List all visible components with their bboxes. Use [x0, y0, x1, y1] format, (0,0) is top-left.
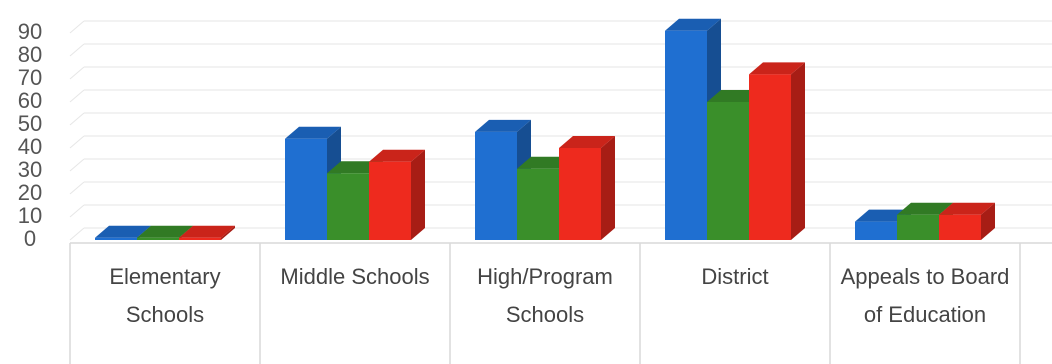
bar-front: [369, 161, 411, 240]
bar-front: [939, 214, 981, 240]
y-tick-label: 20: [18, 180, 42, 205]
bar-top: [179, 225, 235, 238]
bar-top: [939, 202, 995, 215]
bar-front: [475, 131, 517, 240]
x-tick-label: Appeals to Board of Education: [840, 264, 1010, 327]
bar: [749, 62, 805, 241]
bar-front: [327, 173, 369, 240]
y-tick-label: 60: [18, 88, 42, 113]
bar-top: [665, 18, 721, 31]
grid-line-wall: [69, 227, 85, 241]
y-tick-label: 50: [18, 111, 42, 136]
bar-front: [855, 221, 897, 240]
bar-top: [95, 225, 151, 238]
grid-line-wall: [69, 204, 85, 218]
grid-line-wall: [69, 43, 85, 57]
bar: [369, 149, 425, 240]
grid-line-wall: [69, 135, 85, 149]
grid-line-wall: [69, 89, 85, 103]
bar-top: [137, 225, 193, 238]
grid-line-wall: [69, 66, 85, 80]
x-tick-label: Elementary Schools: [109, 264, 221, 327]
bar-front: [137, 237, 179, 240]
bar-side: [221, 225, 235, 240]
bar-side: [601, 136, 615, 240]
x-tick-label: Middle Schools: [280, 264, 430, 289]
bar-front: [559, 148, 601, 240]
x-tick-label: District: [701, 264, 769, 289]
y-tick-label: 0: [24, 226, 36, 251]
bar-front: [707, 102, 749, 240]
bar-top: [897, 202, 953, 215]
bar: [559, 136, 615, 240]
bar-front: [749, 74, 791, 241]
bar-side: [411, 149, 425, 240]
bar-front: [897, 214, 939, 240]
grid-line-wall: [69, 158, 85, 172]
y-tick-label: 70: [18, 65, 42, 90]
bar-front: [665, 30, 707, 241]
bar: [939, 202, 995, 240]
bar-front: [285, 138, 327, 240]
grid-line-wall: [69, 181, 85, 195]
x-tick-label: High/Program Schools: [477, 264, 613, 327]
bar-front: [517, 168, 559, 240]
grid-line-wall: [69, 20, 85, 34]
bar-side: [981, 202, 995, 240]
y-tick-label: 90: [18, 19, 42, 44]
bar-top: [559, 136, 615, 148]
bar-top: [369, 149, 425, 162]
bar-top: [749, 62, 805, 75]
y-tick-label: 80: [18, 42, 42, 67]
bar-top: [285, 126, 341, 139]
bar-front: [179, 237, 221, 240]
bar-side: [791, 62, 805, 241]
grid-line-wall: [69, 112, 85, 126]
bar-top: [475, 119, 531, 132]
y-tick-label: 30: [18, 157, 42, 182]
bar: [179, 225, 235, 240]
y-tick-label: 40: [18, 134, 42, 159]
y-tick-label: 10: [18, 203, 42, 228]
bar-front: [95, 237, 137, 240]
